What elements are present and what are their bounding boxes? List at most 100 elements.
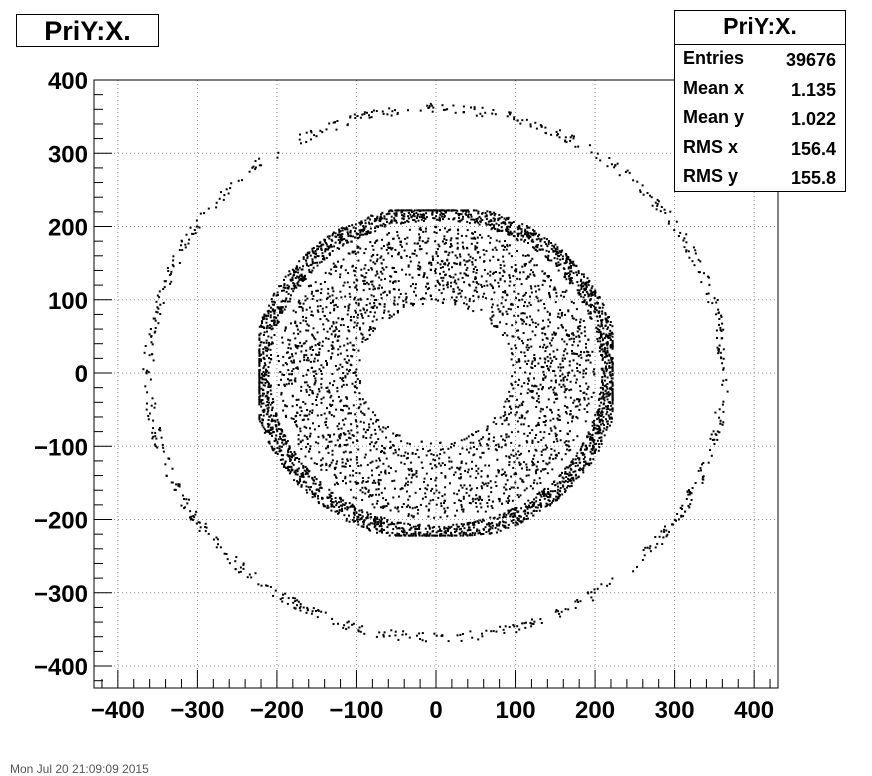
data-point [328, 390, 330, 392]
data-point [643, 194, 645, 196]
data-point [329, 382, 331, 384]
data-point [477, 511, 479, 513]
data-point [395, 470, 397, 472]
data-point [450, 243, 452, 245]
data-point [289, 273, 291, 275]
data-point [372, 245, 374, 247]
data-point [392, 497, 394, 499]
data-point [470, 219, 472, 221]
data-point [161, 437, 163, 439]
data-point [344, 504, 346, 506]
data-point [317, 311, 319, 313]
data-point [596, 425, 598, 427]
data-point [463, 496, 465, 498]
data-point [195, 232, 197, 234]
data-point [299, 478, 301, 480]
data-point [315, 483, 317, 485]
data-point [382, 111, 384, 113]
data-point [243, 568, 245, 570]
data-point [482, 107, 484, 109]
data-point [443, 235, 445, 237]
data-point [203, 212, 205, 214]
data-point [486, 214, 488, 216]
data-point [363, 289, 365, 291]
data-point [516, 278, 518, 280]
data-point [664, 209, 666, 211]
data-point [266, 340, 268, 342]
data-point [476, 247, 478, 249]
data-point [520, 494, 522, 496]
data-point [685, 249, 687, 251]
data-point [294, 377, 296, 379]
data-point [338, 506, 340, 508]
data-point [345, 418, 347, 420]
data-point [340, 296, 342, 298]
data-point [555, 499, 557, 501]
data-point [448, 640, 450, 642]
data-point [332, 454, 334, 456]
data-point [584, 456, 586, 458]
data-point [578, 285, 580, 287]
data-point [328, 123, 330, 125]
data-point [458, 217, 460, 219]
data-point [452, 218, 454, 220]
data-point [392, 433, 394, 435]
data-point [340, 234, 342, 236]
data-point [190, 519, 192, 521]
data-point [334, 484, 336, 486]
data-point [503, 406, 505, 408]
data-point [584, 408, 586, 410]
data-point [617, 163, 619, 165]
data-point [435, 485, 437, 487]
data-point [544, 350, 546, 352]
data-point [363, 226, 365, 228]
data-point [385, 427, 387, 429]
data-point [381, 287, 383, 289]
data-point [482, 533, 484, 535]
data-point [275, 452, 277, 454]
data-point [305, 456, 307, 458]
data-point [300, 603, 302, 605]
data-point [361, 482, 363, 484]
data-point [688, 250, 690, 252]
data-point [555, 433, 557, 435]
data-point [589, 299, 591, 301]
data-point [430, 478, 432, 480]
data-point [321, 378, 323, 380]
data-point [689, 493, 691, 495]
data-point [299, 480, 301, 482]
data-point [477, 222, 479, 224]
data-point [423, 214, 425, 216]
data-point [296, 457, 298, 459]
data-point [603, 403, 605, 405]
data-point [466, 437, 468, 439]
data-point [604, 325, 606, 327]
data-point [337, 247, 339, 249]
data-point [275, 324, 277, 326]
data-point [423, 220, 425, 222]
data-point [541, 332, 543, 334]
data-point [436, 211, 438, 213]
data-point [448, 262, 450, 264]
data-point [430, 500, 432, 502]
data-point [240, 571, 242, 573]
data-point [357, 378, 359, 380]
data-point [481, 219, 483, 221]
data-point [611, 325, 613, 327]
data-point [608, 359, 610, 361]
data-point [407, 215, 409, 217]
data-point [273, 295, 275, 297]
data-point [335, 463, 337, 465]
data-point [512, 364, 514, 366]
data-point [568, 272, 570, 274]
data-point [584, 326, 586, 328]
data-point [455, 300, 457, 302]
data-point [701, 463, 703, 465]
data-point [386, 234, 388, 236]
data-point [369, 530, 371, 532]
data-point [461, 290, 463, 292]
data-point [472, 310, 474, 312]
data-point [505, 455, 507, 457]
data-point [402, 300, 404, 302]
data-point [406, 457, 408, 459]
